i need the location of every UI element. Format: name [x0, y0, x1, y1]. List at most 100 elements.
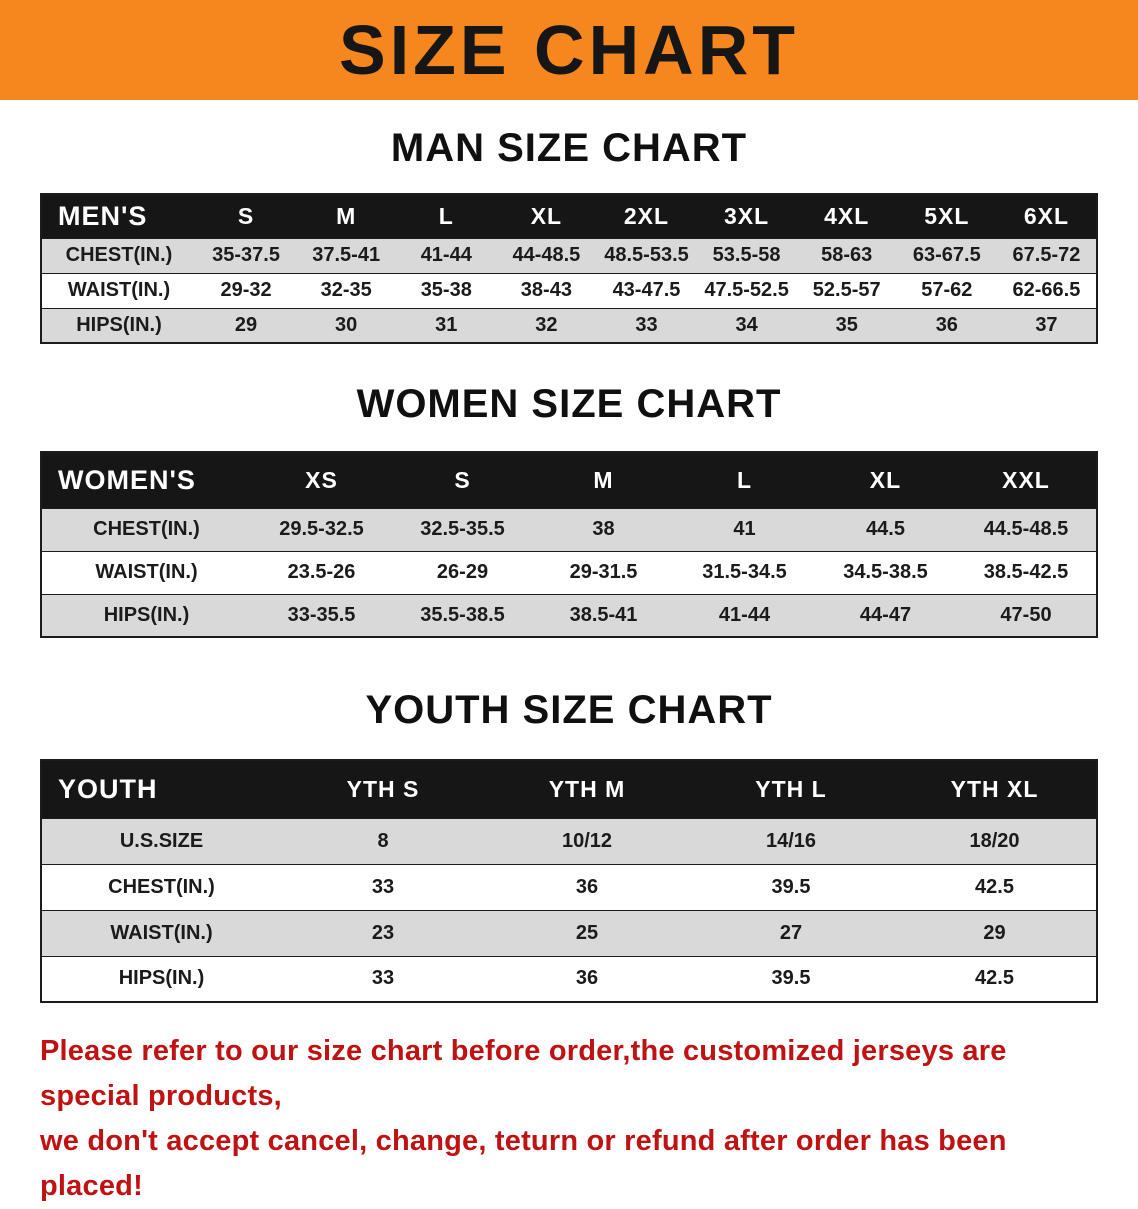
size-column-header: YTH M [548, 775, 626, 802]
size-column-header: 5XL [924, 202, 970, 229]
size-value-cell: 53.5-58 [712, 244, 781, 266]
disclaimer-line-2: we don't accept cancel, change, teturn o… [40, 1124, 1007, 1202]
size-value-cell: 38-43 [520, 279, 572, 301]
row-label: CHEST(IN.) [93, 518, 200, 540]
table-header-row: YOUTH YTH S YTH M YTH L YTH XL [41, 760, 1097, 818]
table-header-row: WOMEN'S XS S M L XL XXL [41, 452, 1097, 508]
size-value-cell: 39.5 [771, 875, 811, 898]
men-size-chart-section: MAN SIZE CHART MEN'S S M L XL 2XL 3XL 4XL 5XL 6XL… [0, 126, 1138, 344]
table-row: WAIST(IN.) 23 25 27 29 [41, 910, 1097, 956]
size-value-cell: 37.5-41 [312, 244, 381, 266]
page-title: SIZE CHART [339, 11, 799, 89]
size-value-cell: 41 [733, 518, 756, 540]
size-value-cell: 33 [635, 313, 658, 336]
size-value-cell: 33-35.5 [287, 603, 356, 626]
size-value-cell: 44.5 [866, 518, 905, 540]
row-label: CHEST(IN.) [108, 875, 215, 898]
size-column-header: 4XL [824, 202, 870, 229]
youth-size-table: YOUTH YTH S YTH M YTH L YTH XL U.S.SIZE 8 10/12… [40, 759, 1098, 1003]
size-value-cell: 62-66.5 [1012, 279, 1081, 301]
men-size-chart-title: MAN SIZE CHART [390, 126, 748, 170]
size-value-cell: 58-63 [821, 244, 873, 266]
size-value-cell: 36 [575, 967, 599, 990]
size-value-cell: 47-50 [1000, 603, 1052, 626]
size-value-cell: 38.5-42.5 [983, 561, 1069, 583]
row-label: HIPS(IN.) [76, 313, 162, 336]
size-value-cell: 23 [371, 921, 395, 944]
size-column-header: S [454, 466, 471, 493]
size-value-cell: 32-35 [320, 279, 372, 301]
size-value-cell: 35.5-38.5 [420, 603, 505, 626]
size-value-cell: 52.5-57 [812, 279, 881, 301]
size-column-header: 6XL [1023, 202, 1070, 229]
disclaimer: Please refer to our size chart before or… [40, 1029, 1110, 1209]
table-header-row: MEN'S S M L XL 2XL 3XL 4XL 5XL 6XL [41, 194, 1097, 238]
size-value-cell: 43-47.5 [612, 279, 681, 301]
size-column-header: L [438, 202, 454, 229]
size-column-header: 3XL [724, 202, 770, 229]
size-value-cell: 41-44 [718, 603, 771, 626]
size-value-cell: 29 [234, 313, 258, 336]
size-value-cell: 41-44 [420, 244, 472, 266]
table-corner-label: WOMEN'S [58, 464, 196, 495]
row-label: HIPS(IN.) [118, 967, 205, 990]
size-value-cell: 10/12 [561, 829, 613, 852]
size-value-cell: 38 [592, 518, 615, 540]
table-row: U.S.SIZE 8 10/12 14/16 18/20 [41, 818, 1097, 864]
table-row: HIPS(IN.) 33 36 39.5 42.5 [41, 956, 1097, 1002]
size-value-cell: 57-62 [921, 279, 973, 301]
size-value-cell: 25 [575, 921, 599, 944]
size-value-cell: 34.5-38.5 [843, 561, 928, 583]
table-corner-label: YOUTH [58, 773, 158, 804]
size-value-cell: 29-31.5 [569, 561, 638, 583]
size-value-cell: 42.5 [975, 967, 1014, 990]
men-size-table: MEN'S S M L XL 2XL 3XL 4XL 5XL 6XL CHEST(IN.) 35-37… [40, 193, 1098, 344]
size-column-header: XXL [1002, 466, 1050, 493]
row-label: CHEST(IN.) [65, 244, 173, 266]
size-value-cell: 36 [935, 313, 958, 336]
table-row: WAIST(IN.) 29-32 32-35 35-38 38-43 43-47.5 47.… [41, 273, 1097, 308]
size-value-cell: 34 [735, 313, 758, 336]
size-value-cell: 18/20 [969, 829, 1020, 852]
size-value-cell: 30 [335, 313, 358, 336]
women-size-chart-section: WOMEN SIZE CHART WOMEN'S XS S M L XL XXL CHEST(… [0, 382, 1138, 638]
table-corner-label: MEN'S [58, 200, 148, 231]
size-value-cell: 29.5-32.5 [279, 518, 364, 540]
size-value-cell: 48.5-53.5 [604, 244, 689, 266]
size-value-cell: 32 [535, 313, 558, 336]
size-chart-banner: SIZE CHART [0, 0, 1138, 100]
size-value-cell: 29-32 [220, 279, 272, 301]
size-value-cell: 37 [1035, 313, 1058, 336]
size-column-header: XS [305, 466, 338, 493]
size-value-cell: 35 [835, 313, 858, 336]
row-label: WAIST(IN.) [67, 279, 171, 301]
size-column-header: XL [869, 466, 902, 493]
size-value-cell: 27 [779, 921, 803, 944]
size-column-header: M [336, 202, 357, 229]
table-row: CHEST(IN.) 35-37.5 37.5-41 41-44 44-48.5 48.5… [41, 238, 1097, 273]
youth-size-chart-title: YOUTH SIZE CHART [365, 688, 773, 732]
row-label: U.S.SIZE [119, 829, 204, 852]
size-column-header: XL [530, 202, 563, 229]
size-column-header: 2XL [623, 202, 670, 229]
size-value-cell: 31.5-34.5 [702, 561, 787, 583]
size-value-cell: 42.5 [975, 875, 1014, 898]
row-label: HIPS(IN.) [103, 603, 190, 626]
size-value-cell: 33 [371, 967, 395, 990]
table-row: WAIST(IN.) 23.5-26 26-29 29-31.5 31.5-34.5 34… [41, 551, 1097, 594]
size-column-header: YTH S [346, 775, 420, 802]
size-value-cell: 39.5 [771, 967, 811, 990]
size-value-cell: 33 [371, 875, 395, 898]
size-value-cell: 35-37.5 [212, 244, 280, 266]
size-value-cell: 67.5-72 [1012, 244, 1081, 266]
size-value-cell: 26-29 [436, 561, 489, 583]
table-row: CHEST(IN.) 29.5-32.5 32.5-35.5 38 41 44.5 44.5… [41, 508, 1097, 551]
size-value-cell: 44.5-48.5 [983, 518, 1069, 540]
size-value-cell: 63-67.5 [912, 244, 981, 266]
table-row: HIPS(IN.) 29 30 31 32 33 34 35 36 37 [41, 308, 1097, 343]
size-value-cell: 44-47 [859, 603, 912, 626]
disclaimer-line-1: Please refer to our size chart before or… [40, 1035, 1007, 1112]
size-value-cell: 47.5-52.5 [704, 279, 789, 301]
size-column-header: S [237, 202, 255, 229]
